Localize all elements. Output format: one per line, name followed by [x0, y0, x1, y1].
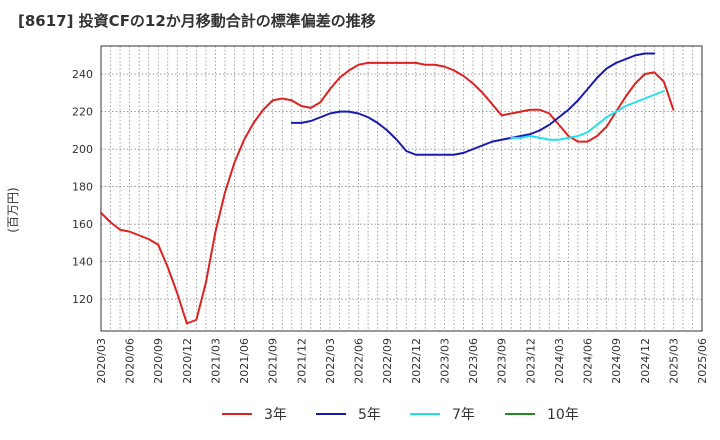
y-tick-label: 180	[72, 181, 93, 194]
y-tick-label: 220	[72, 106, 93, 119]
plot-frame	[100, 45, 703, 332]
x-tick-label: 2022/06	[353, 338, 366, 384]
x-tick-label: 2022/12	[410, 338, 423, 384]
x-tick-label: 2024/03	[553, 338, 566, 384]
y-tick-label: 140	[72, 256, 93, 269]
x-tick-label: 2022/09	[381, 338, 394, 384]
x-tick-label: 2025/03	[667, 338, 680, 384]
x-tick-label: 2023/06	[467, 338, 480, 384]
series-line-2	[290, 52, 656, 156]
x-tick-label: 2023/03	[438, 338, 451, 384]
legend-label-2: 5年	[358, 407, 381, 423]
y-tick-label: 240	[72, 68, 93, 81]
x-tick-label: 2024/12	[639, 338, 652, 384]
x-tick-label: 2021/12	[295, 338, 308, 384]
legend-label-3: 7年	[452, 407, 475, 423]
x-tick-label: 2022/03	[324, 338, 337, 384]
legend-label-1: 3年	[264, 407, 287, 423]
series-line-3	[510, 90, 665, 141]
x-tick-label: 2021/06	[238, 338, 251, 384]
x-tick-label: 2025/06	[696, 338, 709, 384]
x-tick-label: 2020/06	[124, 338, 137, 384]
plot-area	[101, 46, 702, 331]
y-axis-label: (百万円)	[6, 187, 20, 232]
y-tick-label: 160	[72, 218, 93, 231]
x-tick-label: 2020/03	[95, 338, 108, 384]
x-tick-label: 2020/12	[181, 338, 194, 384]
x-tick-label: 2020/09	[152, 338, 165, 384]
y-tick-label: 120	[72, 293, 93, 306]
x-tick-label: 2023/09	[496, 338, 509, 384]
chart-title: [8617] 投資CFの12か月移動合計の標準偏差の推移	[18, 12, 376, 30]
x-tick-label: 2021/09	[267, 338, 280, 384]
x-tick-label: 2024/06	[582, 338, 595, 384]
x-tick-label: 2024/09	[610, 338, 623, 384]
y-tick-label: 200	[72, 143, 93, 156]
x-tick-label: 2023/12	[524, 338, 537, 384]
x-tick-label: 2021/03	[209, 338, 222, 384]
series-line-1	[100, 61, 675, 325]
legend-label-4: 10年	[547, 407, 579, 423]
